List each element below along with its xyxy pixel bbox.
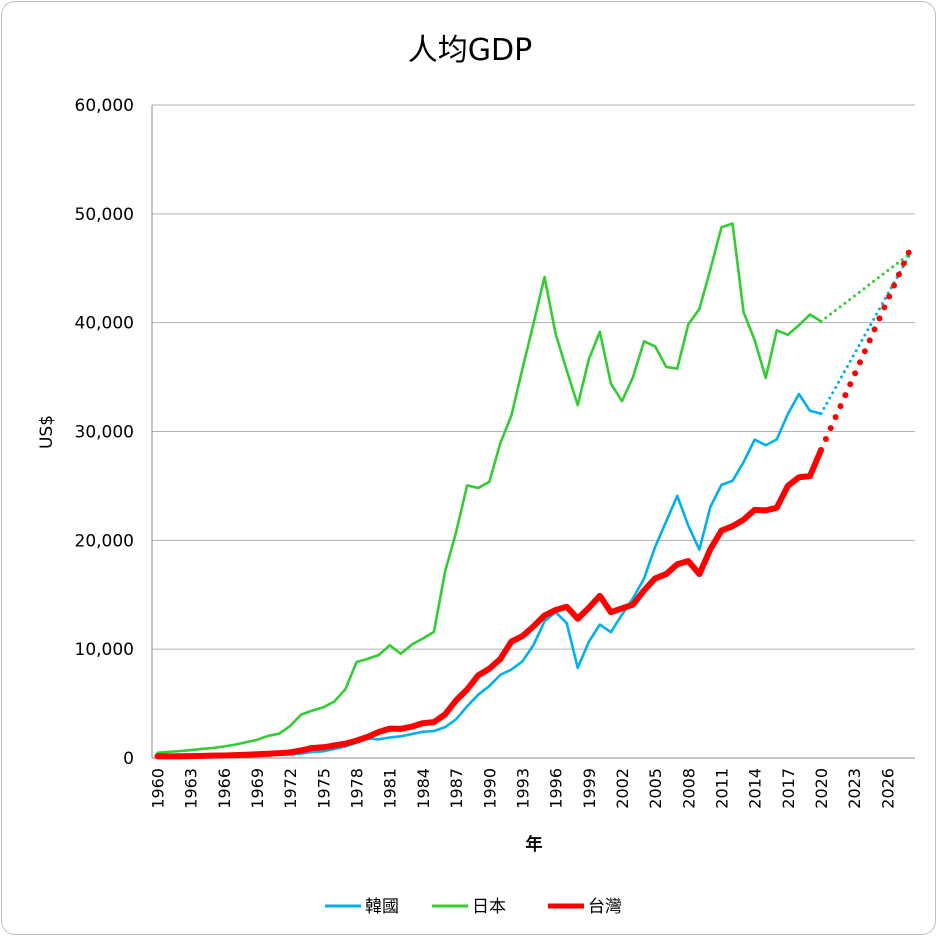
legend-label: 韓國 [365,897,399,917]
x-tick-label: 1981 [381,768,400,809]
series-line-3 [154,447,825,760]
x-tick-label: 1960 [149,768,168,809]
x-tick-label: 2008 [679,768,698,809]
x-tick-label: 1966 [215,768,234,809]
x-tick-label: 2002 [613,768,632,809]
chart-title: 人均GDP [408,33,532,68]
projection-line-1 [819,253,911,416]
x-tick-label: 1987 [447,768,466,809]
y-tick-label: 40,000 [75,314,134,334]
x-axis-label: 年 [526,834,543,855]
projection-line-3 [818,247,913,454]
x-tick-label: 2023 [845,768,864,809]
y-axis-label: US$ [37,415,57,449]
x-tick-label: 2005 [646,768,665,809]
x-tick-label: 2017 [779,768,798,809]
x-tick-label: 1999 [580,768,599,809]
x-tick-label: 1996 [547,768,566,809]
x-tick-label: 2011 [712,768,731,809]
x-tick-label: 1990 [480,768,499,809]
x-tick-label: 1975 [314,768,333,809]
x-tick-label: 2020 [812,768,831,809]
series-line-2 [156,222,823,755]
y-tick-label: 20,000 [75,531,134,551]
y-tick-label: 60,000 [75,96,134,116]
y-tick-label: 30,000 [75,423,134,443]
x-tick-label: 1993 [513,768,532,809]
projection-line-2 [819,252,911,323]
y-tick-label: 0 [123,749,134,769]
y-tick-label: 10,000 [75,640,134,660]
x-tick-label: 1969 [248,768,267,809]
x-tick-label: 1978 [348,768,367,809]
x-tick-label: 1972 [281,768,300,809]
x-tick-label: 2014 [746,768,765,809]
x-tick-label: 1984 [414,768,433,809]
legend-label: 日本 [472,897,506,917]
y-tick-label: 50,000 [75,205,134,225]
legend-label: 台灣 [588,897,622,917]
series-line-1 [156,392,823,759]
x-tick-label: 2026 [878,768,897,809]
x-tick-label: 1963 [182,768,201,809]
